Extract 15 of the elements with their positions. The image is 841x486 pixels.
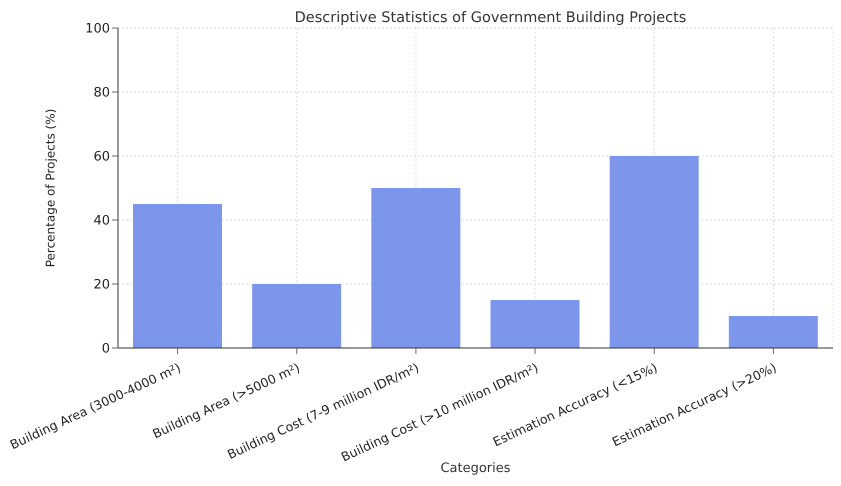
chart-title: Descriptive Statistics of Government Building Projects	[294, 10, 688, 26]
bar	[133, 204, 222, 348]
bar	[490, 300, 580, 348]
bar	[728, 316, 818, 348]
y-axis-title: Percentage of Projects (%)	[43, 108, 58, 268]
y-tick-label: 20	[93, 278, 110, 293]
x-axis-title: Categories	[440, 461, 511, 476]
y-tick-label: 60	[93, 150, 110, 165]
y-tick-label: 100	[85, 22, 110, 37]
bar	[371, 188, 460, 348]
y-tick-label: 40	[93, 214, 110, 229]
y-tick-label: 0	[102, 342, 110, 357]
y-tick-label: 80	[93, 86, 110, 101]
bar	[610, 156, 699, 348]
bar	[252, 284, 342, 348]
